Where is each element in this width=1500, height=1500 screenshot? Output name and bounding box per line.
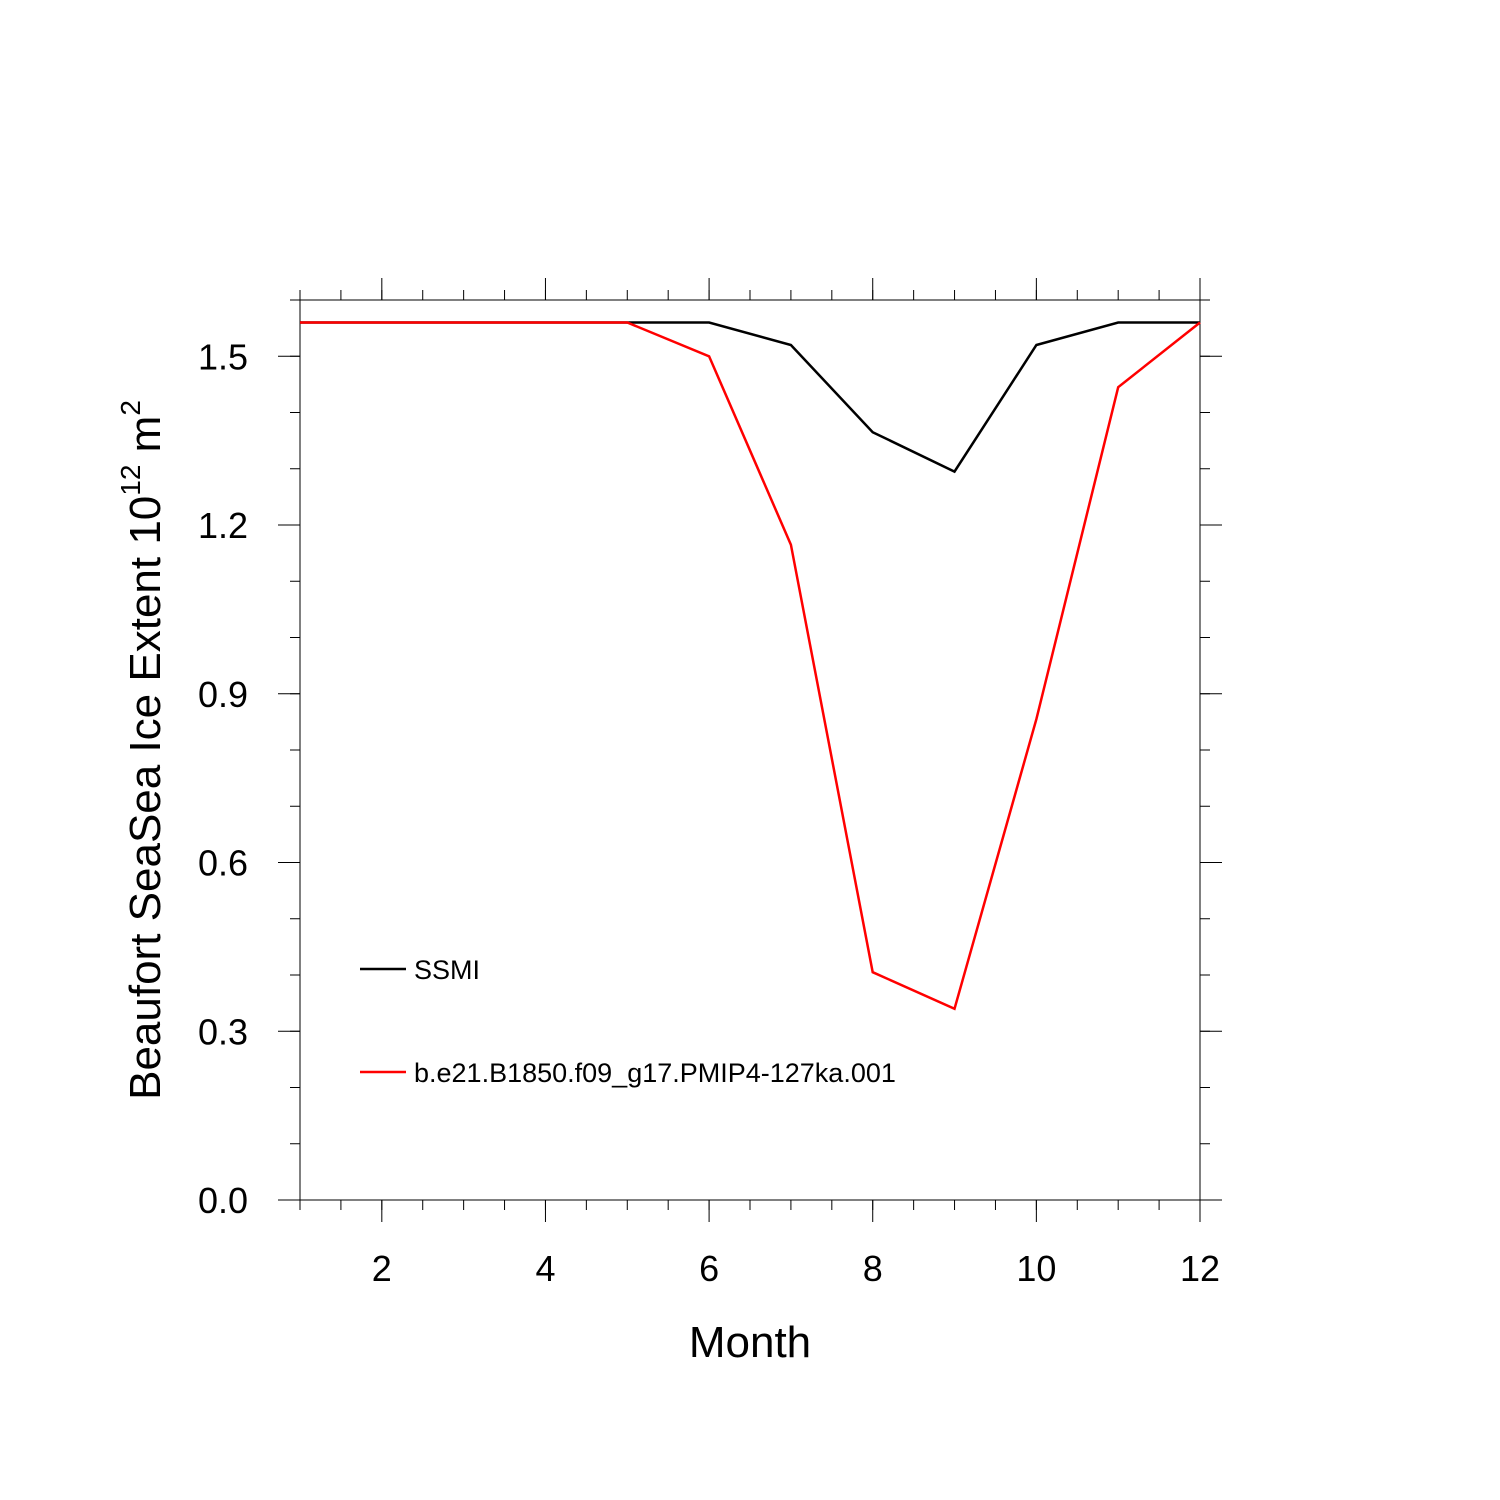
x-tick-label: 8 [863,1248,883,1289]
y-axis-label-main: Beaufort SeaSea Ice Extent 10 [121,496,170,1100]
y-tick-label: 1.2 [198,505,248,546]
y-tick-label: 0.3 [198,1011,248,1052]
series-line-2 [300,321,1201,1011]
y-axis-label-unit-exponent: 2 [115,400,146,416]
x-axis-label: Month [689,1318,811,1367]
axis-ticks [278,278,1222,1222]
legend: SSMI b.e21.B1850.f09_g17.PMIP4-127ka.001 [360,955,896,1088]
y-axis-label-unit: m [121,416,170,465]
legend-label: SSMI [414,955,480,985]
x-tick-label: 4 [535,1248,555,1289]
x-tick-label: 12 [1180,1248,1220,1289]
y-tick-label: 0.0 [198,1180,248,1221]
axis-tick-labels: 2 4 6 8 10 12 0.0 0.3 0.6 0.9 1.2 1.5 [198,336,1220,1289]
y-tick-label: 1.5 [198,336,248,377]
x-tick-label: 2 [372,1248,392,1289]
y-axis-label: Beaufort SeaSea Ice Extent 1012 m2 [115,400,170,1100]
x-tick-label: 10 [1016,1248,1056,1289]
legend-label: b.e21.B1850.f09_g17.PMIP4-127ka.001 [414,1058,896,1088]
x-tick-label: 6 [699,1248,719,1289]
series-lines [300,321,1201,1011]
y-tick-label: 0.6 [198,843,248,884]
y-tick-label: 0.9 [198,674,248,715]
y-axis-label-exponent: 12 [115,465,146,496]
